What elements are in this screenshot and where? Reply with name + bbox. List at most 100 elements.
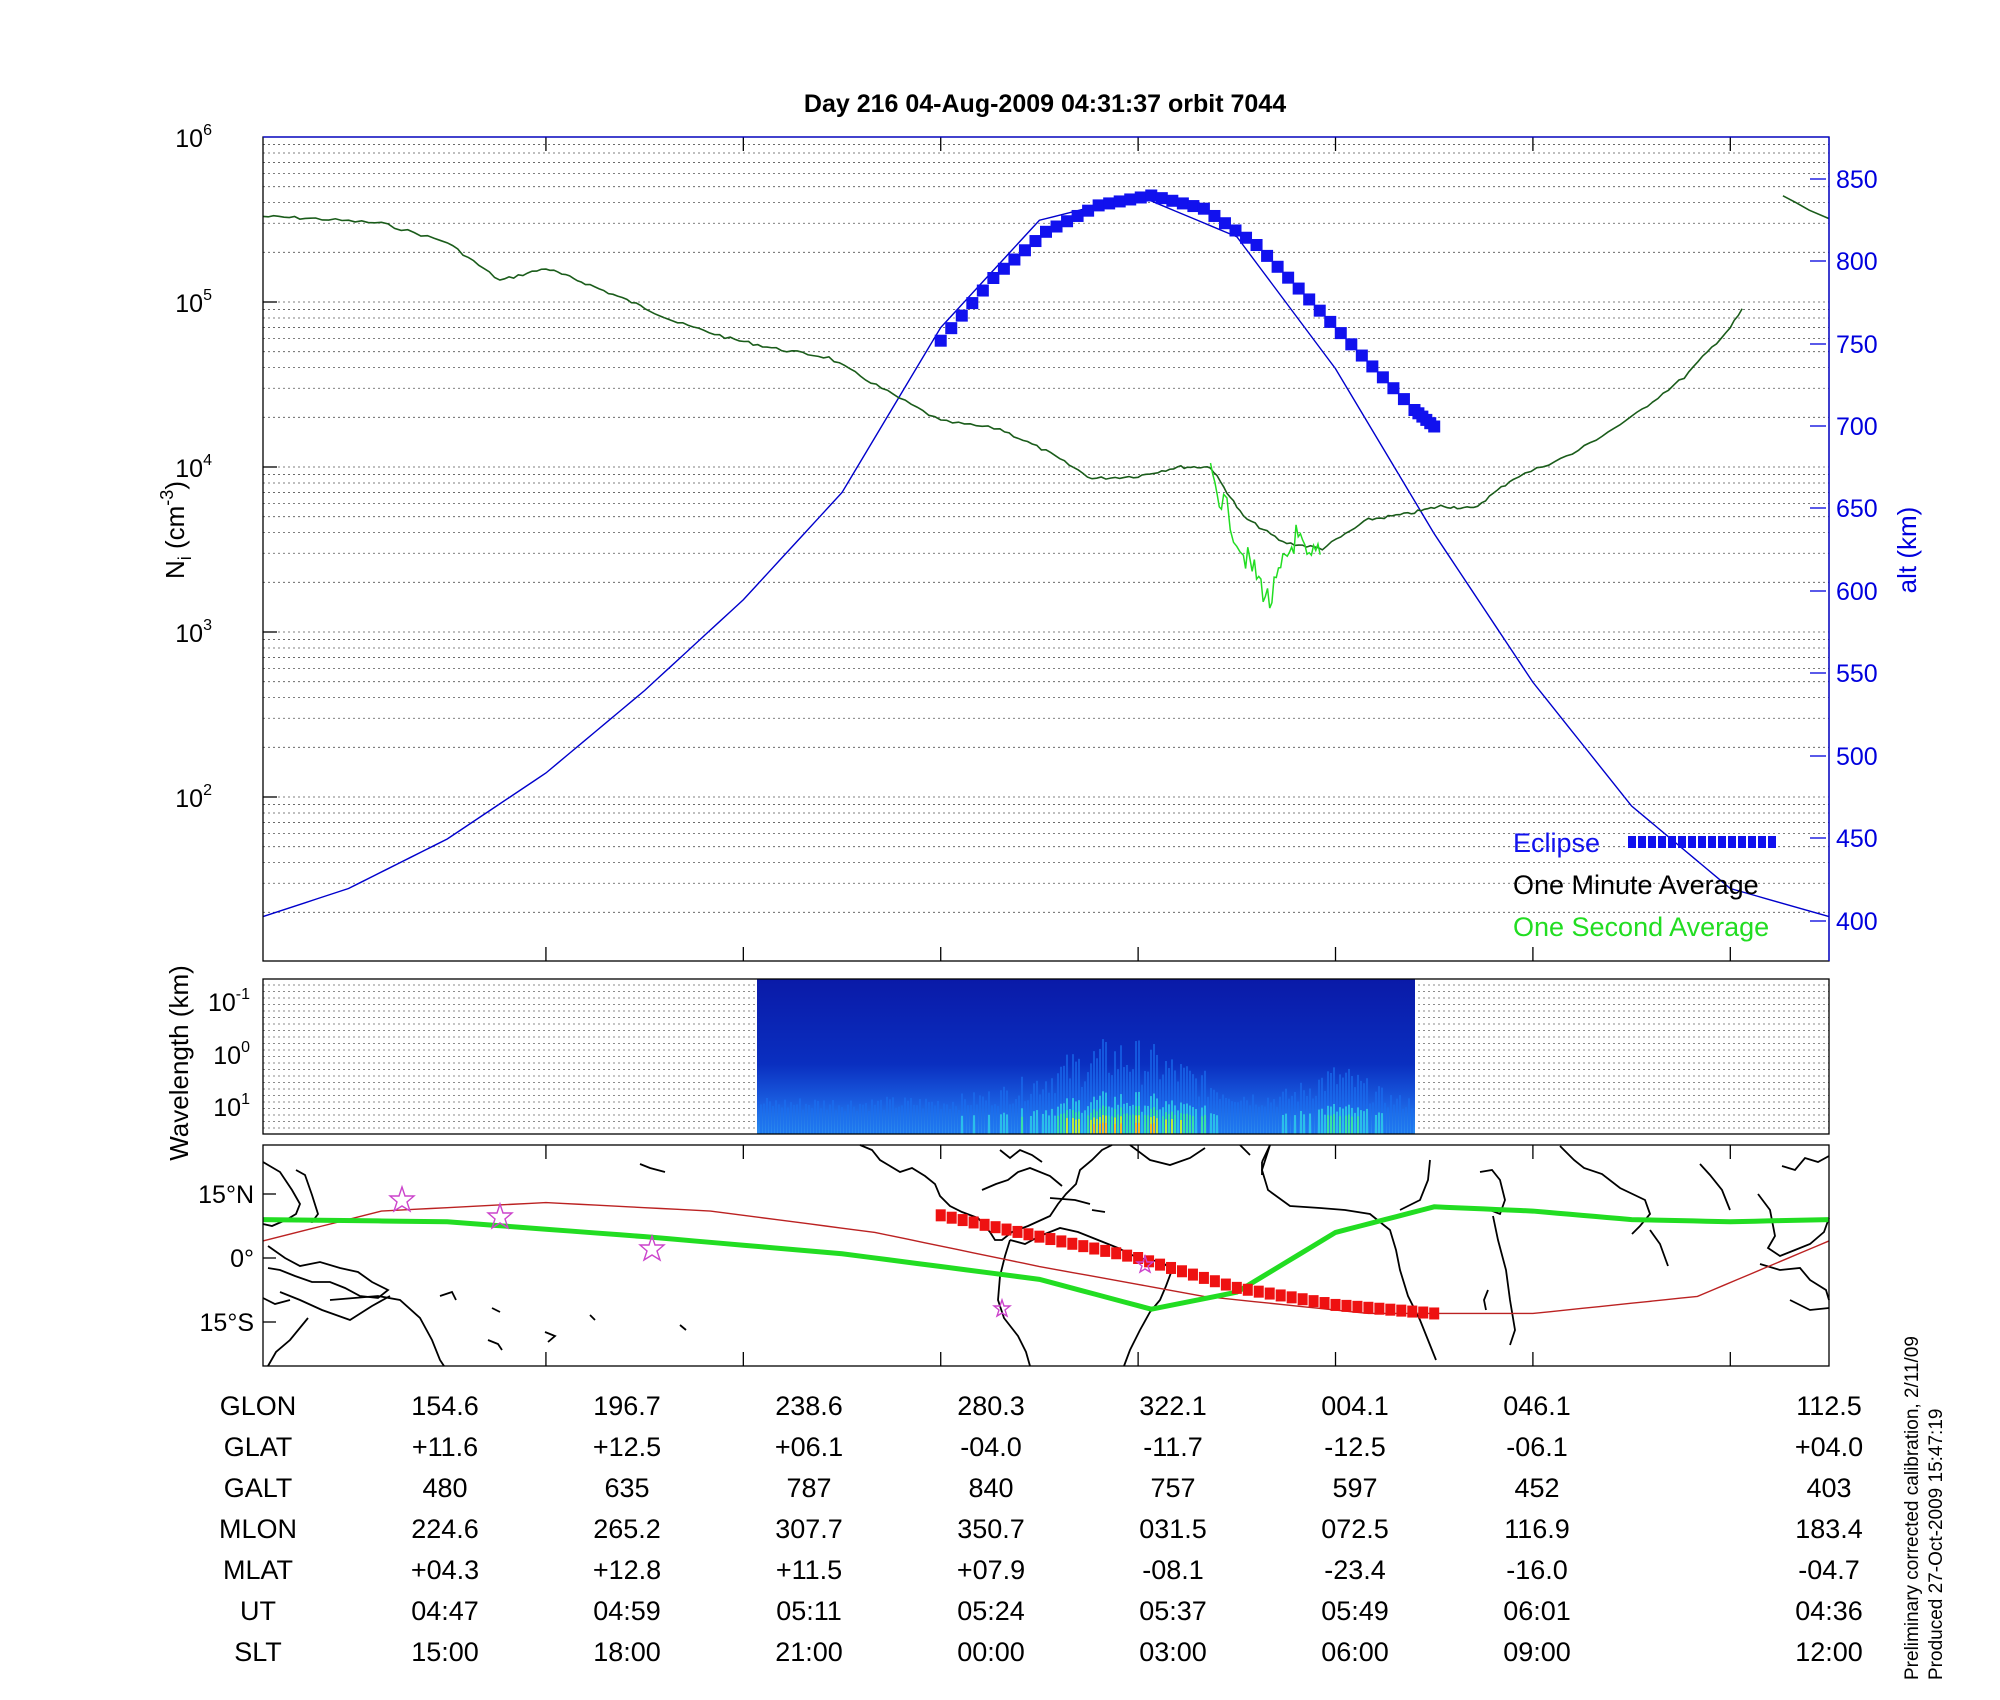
spectral-column — [802, 1109, 804, 1134]
spectral-column — [1072, 1118, 1074, 1134]
y-tick-base: 10 — [175, 125, 203, 153]
spectral-column — [1003, 1086, 1005, 1134]
legend-eclipse-square — [1668, 836, 1676, 848]
lat-tick-label: 15°S — [200, 1309, 254, 1337]
spectral-column — [820, 1108, 822, 1134]
spectral-column — [1387, 1107, 1389, 1134]
spectral-column — [1021, 1076, 1023, 1134]
eclipse-track-marker — [1297, 1293, 1308, 1306]
spectral-column — [1309, 1113, 1311, 1134]
eclipse-marker — [1324, 315, 1337, 328]
spectral-column — [760, 1104, 762, 1134]
spectral-column — [1351, 1116, 1353, 1134]
spectral-column — [1141, 1111, 1143, 1134]
eclipse-track-marker — [1155, 1258, 1166, 1271]
svg-text:103: 103 — [175, 617, 212, 648]
spectral-column — [1195, 1108, 1197, 1134]
spectral-column — [1063, 1113, 1065, 1134]
spectral-column — [994, 1104, 996, 1134]
spectral-column — [1183, 1114, 1185, 1134]
table-cell: 06:01 — [1503, 1596, 1571, 1626]
eclipse-track-markers — [935, 1209, 1440, 1320]
eclipse-marker — [1387, 382, 1400, 395]
spectral-column — [1096, 1058, 1098, 1134]
eclipse-track-marker — [1363, 1301, 1374, 1314]
eclipse-track-marker — [1133, 1252, 1144, 1264]
spectral-column — [910, 1098, 912, 1134]
spectral-column — [1408, 1098, 1410, 1134]
spectral-column — [1210, 1087, 1212, 1134]
lat-tick-label: 0° — [230, 1245, 254, 1273]
spectral-column — [1066, 1054, 1068, 1134]
spectral-column — [1360, 1110, 1362, 1134]
eclipse-marker — [1240, 231, 1253, 244]
legend-eclipse-square — [1748, 836, 1756, 848]
eclipse-track-marker — [1111, 1247, 1122, 1260]
y-tick-exp: 5 — [203, 287, 212, 304]
spectral-column — [1114, 1051, 1116, 1134]
spectral-column — [1135, 1122, 1137, 1134]
spectral-column — [1000, 1114, 1002, 1134]
spectral-column — [1276, 1106, 1278, 1134]
one-second-average-line — [1209, 462, 1321, 609]
spectral-column — [1069, 1108, 1071, 1134]
spectral-column — [1084, 1110, 1086, 1134]
spectral-column — [1336, 1084, 1338, 1134]
spectral-column — [808, 1105, 810, 1134]
spectral-column — [1138, 1122, 1140, 1134]
alt-tick-label: 800 — [1836, 248, 1878, 276]
eclipse-marker — [1428, 420, 1441, 433]
eclipse-track-marker — [1396, 1304, 1407, 1317]
spectral-column — [991, 1105, 993, 1134]
eclipse-track-marker — [1418, 1306, 1429, 1319]
spectral-column — [985, 1100, 987, 1134]
spectral-column — [1030, 1093, 1032, 1134]
spectral-column — [1363, 1111, 1365, 1134]
table-cell: 238.6 — [775, 1391, 843, 1421]
spectral-column — [769, 1101, 771, 1134]
spectral-column — [811, 1107, 813, 1134]
spectral-column — [1348, 1114, 1350, 1134]
spectral-column — [1093, 1124, 1095, 1134]
spectral-column — [1321, 1077, 1323, 1134]
spectral-column — [1027, 1100, 1029, 1134]
spectral-column — [1330, 1072, 1332, 1134]
spectral-column — [1243, 1096, 1245, 1134]
spectral-column — [982, 1096, 984, 1134]
spectral-column — [1369, 1103, 1371, 1134]
spectral-column — [1162, 1116, 1164, 1134]
spectral-column — [781, 1107, 783, 1134]
spectral-column — [1009, 1104, 1011, 1134]
spectral-column — [1138, 1040, 1140, 1134]
eclipse-track-marker — [1308, 1295, 1319, 1308]
star-icon — [638, 1233, 666, 1262]
table-cell: -08.1 — [1142, 1555, 1204, 1585]
spectral-column — [1345, 1072, 1347, 1134]
spectral-column — [1045, 1081, 1047, 1134]
table-cell: -16.0 — [1506, 1555, 1568, 1585]
spectral-column — [1159, 1109, 1161, 1134]
svg-text:10-1: 10-1 — [208, 986, 250, 1017]
eclipse-track-marker — [979, 1218, 990, 1231]
eclipse-marker — [1282, 271, 1295, 284]
eclipse-marker — [945, 322, 958, 335]
spectral-column — [1192, 1074, 1194, 1134]
spectral-column — [1315, 1095, 1317, 1134]
spectral-column — [958, 1109, 960, 1134]
table-cell: +12.5 — [593, 1432, 661, 1462]
spectral-column — [997, 1106, 999, 1134]
spectral-column — [1060, 1113, 1062, 1134]
legend: Eclipse One Minute Average One Second Av… — [1513, 828, 1776, 942]
table-cell: 224.6 — [411, 1514, 479, 1544]
spectral-column — [1048, 1092, 1050, 1134]
spectral-column — [988, 1091, 990, 1134]
eclipse-track-marker — [1166, 1261, 1177, 1274]
table-cell: 072.5 — [1321, 1514, 1389, 1544]
spectral-column — [871, 1099, 873, 1134]
table-cell: 00:00 — [957, 1637, 1025, 1667]
spectral-column — [964, 1099, 966, 1134]
spectral-column — [1036, 1080, 1038, 1134]
spectral-column — [1078, 1118, 1080, 1134]
table-cell: 350.7 — [957, 1514, 1025, 1544]
